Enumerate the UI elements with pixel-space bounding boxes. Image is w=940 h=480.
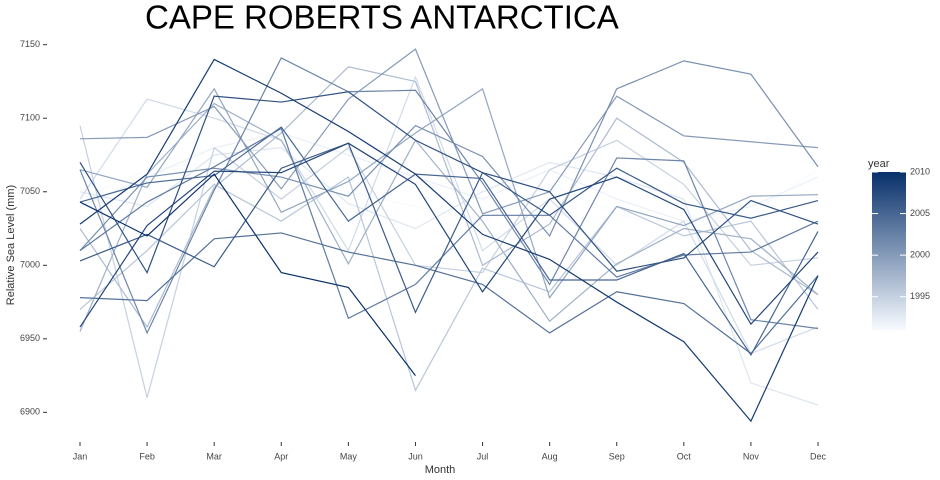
colorbar-label: 2005 [910, 208, 930, 218]
y-tick-label: 6900 [20, 407, 40, 417]
x-tick-label: Feb [139, 451, 155, 461]
series-line [79, 48, 819, 215]
series-line [79, 142, 819, 314]
x-tick-label: Jan [73, 451, 88, 461]
series-line [79, 126, 819, 357]
series-line [79, 232, 819, 355]
y-tick-label: 7100 [20, 113, 40, 123]
y-axis-label: Relative Sea Level (mm) [5, 185, 17, 305]
colorbar-label: 2000 [910, 250, 930, 260]
series-line [79, 57, 819, 335]
x-tick-label: Dec [810, 451, 827, 461]
colorbar [872, 172, 906, 330]
x-tick-label: Sep [609, 451, 625, 461]
series-line [79, 102, 819, 332]
y-tick-label: 7000 [20, 260, 40, 270]
series-line [79, 87, 819, 299]
series-line [79, 176, 819, 392]
series-line [79, 173, 416, 376]
y-tick-label: 6950 [20, 333, 40, 343]
y-tick-label: 7150 [20, 39, 40, 49]
series-line [79, 147, 819, 406]
legend-title: year [868, 158, 890, 170]
series-line [79, 66, 819, 329]
series-line [79, 125, 819, 398]
x-tick-label: Oct [677, 451, 692, 461]
chart-title: CAPE ROBERTS ANTARCTICA [145, 0, 619, 36]
colorbar-label: 1995 [910, 291, 930, 301]
series-line [79, 132, 819, 222]
x-tick-label: May [340, 451, 358, 461]
series-line [79, 127, 819, 320]
x-axis-label: Month [425, 464, 456, 476]
x-tick-label: Nov [743, 451, 760, 461]
series-line [79, 58, 819, 423]
series-line [79, 60, 819, 251]
x-tick-label: Aug [542, 451, 558, 461]
y-tick-label: 7050 [20, 186, 40, 196]
series-line [79, 142, 819, 328]
x-tick-label: Mar [206, 451, 222, 461]
x-tick-label: Jul [477, 451, 489, 461]
x-tick-label: Apr [274, 451, 288, 461]
colorbar-label: 2010 [910, 166, 930, 176]
series-line [79, 91, 819, 275]
x-tick-label: Jun [408, 451, 423, 461]
